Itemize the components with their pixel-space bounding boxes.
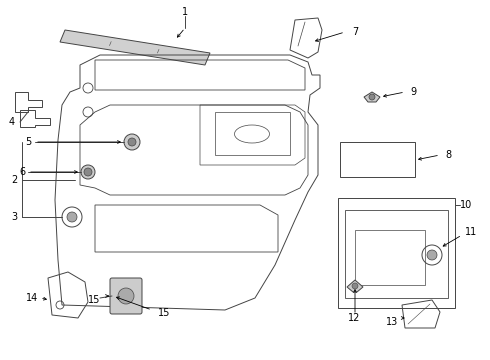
Circle shape <box>81 165 95 179</box>
Text: 15: 15 <box>88 295 100 305</box>
Circle shape <box>369 94 375 100</box>
Circle shape <box>67 212 77 222</box>
Circle shape <box>427 250 437 260</box>
Text: 1: 1 <box>182 7 188 17</box>
Text: 11: 11 <box>465 227 477 237</box>
Text: 15: 15 <box>158 308 171 318</box>
Polygon shape <box>364 92 380 102</box>
Polygon shape <box>347 280 363 292</box>
Text: 13: 13 <box>386 317 398 327</box>
FancyBboxPatch shape <box>110 278 142 314</box>
Text: 7: 7 <box>352 27 358 37</box>
Polygon shape <box>60 30 210 65</box>
Circle shape <box>118 288 134 304</box>
Text: 6: 6 <box>19 167 25 177</box>
Text: 12: 12 <box>348 313 360 323</box>
Text: 9: 9 <box>410 87 416 97</box>
Circle shape <box>128 138 136 146</box>
Text: 5: 5 <box>25 137 31 147</box>
Circle shape <box>352 283 358 289</box>
Text: 3: 3 <box>11 212 17 222</box>
Text: 2: 2 <box>11 175 17 185</box>
Text: 8: 8 <box>445 150 451 160</box>
Circle shape <box>124 134 140 150</box>
Circle shape <box>84 168 92 176</box>
Text: 4: 4 <box>9 117 15 127</box>
Text: 10: 10 <box>460 200 472 210</box>
Text: 14: 14 <box>26 293 38 303</box>
